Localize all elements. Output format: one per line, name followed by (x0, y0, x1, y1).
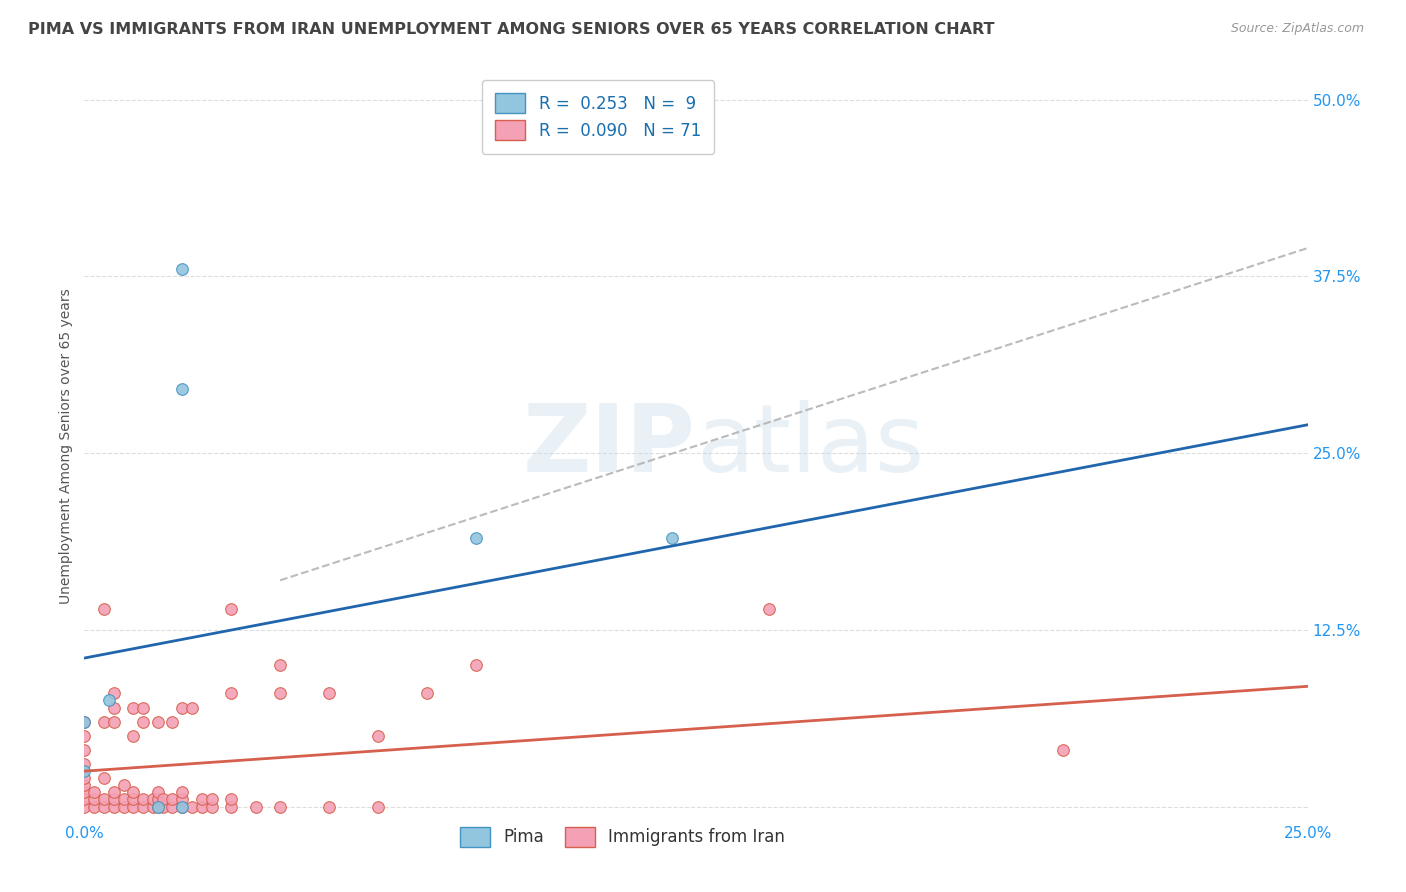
Point (103, 700, 125, 714)
Point (122, 700, 145, 714)
Point (93, 792, 115, 806)
Point (172, 700, 194, 714)
Point (93, 601, 115, 615)
Point (172, 785, 194, 799)
Point (146, 785, 169, 799)
Point (132, 799, 155, 814)
Point (103, 792, 125, 806)
Text: atlas: atlas (696, 400, 924, 492)
Point (162, 714, 184, 729)
Point (269, 658, 291, 673)
Point (269, 799, 291, 814)
Point (112, 799, 135, 814)
Point (146, 714, 169, 729)
Point (172, 262, 194, 277)
Point (83, 799, 105, 814)
Point (245, 799, 267, 814)
Point (146, 799, 169, 814)
Point (73, 792, 96, 806)
Point (172, 792, 194, 806)
Point (142, 792, 165, 806)
Point (122, 799, 145, 814)
Point (146, 792, 169, 806)
Point (758, 601, 780, 615)
Point (73, 771, 96, 785)
Point (73, 714, 96, 729)
Point (93, 714, 115, 729)
Point (367, 799, 389, 814)
Point (162, 799, 184, 814)
Point (191, 799, 214, 814)
Point (83, 792, 105, 806)
Point (103, 799, 125, 814)
Point (318, 686, 340, 700)
Point (73, 778, 96, 792)
Point (103, 714, 125, 729)
Point (83, 785, 105, 799)
Text: Source: ZipAtlas.com: Source: ZipAtlas.com (1230, 22, 1364, 36)
Point (132, 792, 155, 806)
Point (73, 757, 96, 772)
Text: ZIP: ZIP (523, 400, 696, 492)
Point (142, 799, 165, 814)
Point (73, 743, 96, 757)
Point (172, 799, 194, 814)
Point (162, 792, 184, 806)
Point (146, 799, 169, 814)
Point (1052, 743, 1074, 757)
Point (200, 792, 222, 806)
Point (200, 799, 222, 814)
Point (132, 714, 155, 729)
Point (219, 601, 242, 615)
Point (93, 799, 115, 814)
Point (219, 686, 242, 700)
Text: PIMA VS IMMIGRANTS FROM IRAN UNEMPLOYMENT AMONG SENIORS OVER 65 YEARS CORRELATIO: PIMA VS IMMIGRANTS FROM IRAN UNEMPLOYMEN… (28, 22, 994, 37)
Point (181, 700, 204, 714)
Point (416, 686, 439, 700)
Point (103, 686, 125, 700)
Point (464, 531, 486, 545)
Point (464, 658, 486, 673)
Point (93, 771, 115, 785)
Point (152, 792, 174, 806)
Point (73, 729, 96, 743)
Point (122, 792, 145, 806)
Point (269, 686, 291, 700)
Point (73, 785, 96, 799)
Point (73, 764, 96, 779)
Point (122, 729, 145, 743)
Point (219, 792, 242, 806)
Point (181, 799, 204, 814)
Point (367, 729, 389, 743)
Legend: Pima, Immigrants from Iran: Pima, Immigrants from Iran (454, 820, 792, 854)
Point (112, 792, 135, 806)
Point (152, 799, 174, 814)
Point (97, 693, 120, 707)
Point (318, 799, 340, 814)
Point (103, 785, 125, 799)
Point (191, 792, 214, 806)
Point (172, 383, 194, 397)
Point (172, 799, 194, 814)
Y-axis label: Unemployment Among Seniors over 65 years: Unemployment Among Seniors over 65 years (59, 288, 73, 604)
Point (73, 714, 96, 729)
Point (132, 700, 155, 714)
Point (219, 799, 242, 814)
Point (112, 778, 135, 792)
Point (122, 785, 145, 799)
Point (661, 531, 683, 545)
Point (73, 799, 96, 814)
